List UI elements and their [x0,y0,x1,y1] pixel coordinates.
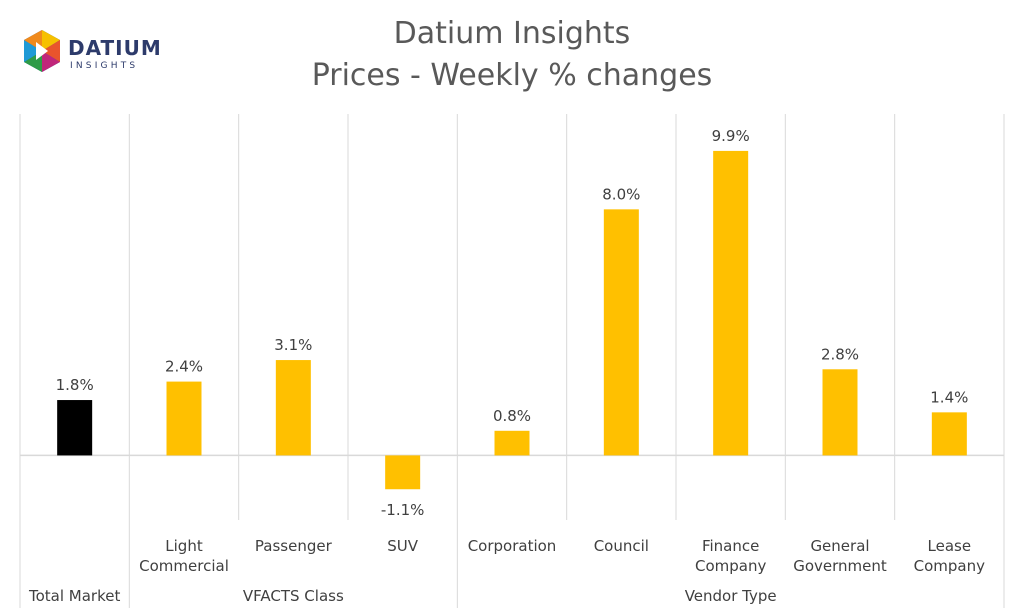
group-label: VFACTS Class [243,587,344,605]
category-label: Passenger [255,537,333,555]
category-label: Council [594,537,649,555]
bar [385,455,421,490]
category-label: Commercial [139,557,229,575]
group-label: Total Market [28,587,120,605]
data-label: 3.1% [274,336,312,354]
datium-logo: DATIUM INSIGHTS [24,30,162,72]
data-label: 2.4% [165,358,203,376]
category-label: SUV [387,537,419,555]
bar [57,400,93,456]
group-label: Vendor Type [685,587,777,605]
category-label: Corporation [468,537,557,555]
category-label: Company [914,557,985,575]
category-label: Light [165,537,203,555]
category-label: Finance [702,537,759,555]
bar [822,369,858,456]
datium-logo-icon [24,30,60,72]
data-label: 2.8% [821,345,859,363]
category-label: Company [695,557,766,575]
bar [275,360,311,456]
chart-subtitle: Prices - Weekly % changes [311,58,713,93]
data-label: 1.8% [56,376,94,394]
category-label: Government [793,557,887,575]
category-label: Lease [928,537,972,555]
bar [603,209,639,456]
bar [931,412,967,456]
logo-subword: INSIGHTS [70,61,138,71]
bar [494,430,530,456]
logo-wordmark: DATIUM [68,36,162,60]
data-label: 9.9% [712,127,750,145]
data-label: 8.0% [602,185,640,203]
bar [713,150,749,456]
category-label: General [810,537,869,555]
bar [166,381,202,456]
data-label: -1.1% [381,501,425,519]
data-label: 0.8% [493,407,531,425]
chart-title-line-1: Datium Insights [393,16,631,51]
data-label: 1.4% [930,388,968,406]
